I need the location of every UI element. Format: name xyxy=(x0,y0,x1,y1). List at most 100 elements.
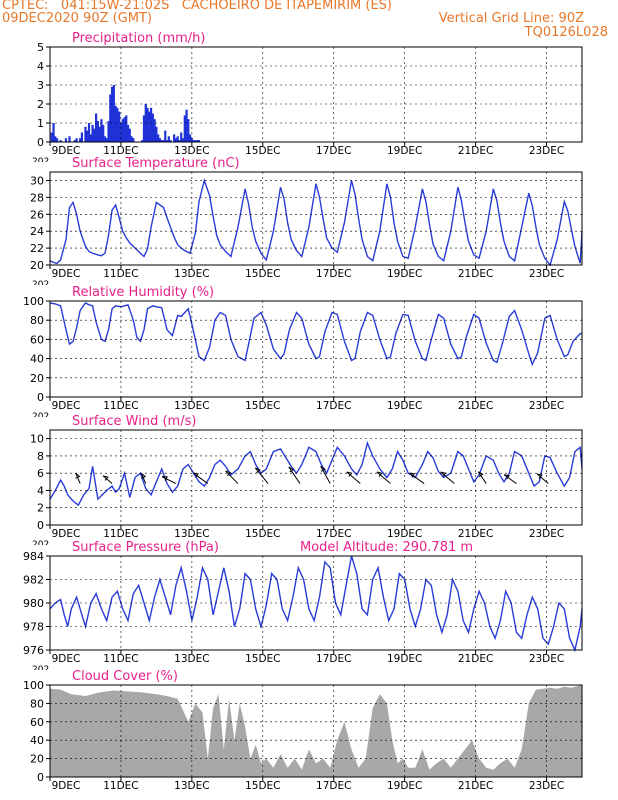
precip-bar xyxy=(93,128,96,142)
precip-bar xyxy=(146,107,149,142)
y-tick-label: 100 xyxy=(23,679,44,692)
y-tick-label: 0 xyxy=(37,136,44,149)
y-tick-label: 26 xyxy=(30,208,44,221)
panel-title: Precipitation (mm/h) xyxy=(72,31,205,46)
wind-vector xyxy=(161,476,177,484)
precip-bar xyxy=(180,132,183,142)
wind-vector-head xyxy=(288,466,295,473)
x-tick-label: 19DEC xyxy=(387,528,422,540)
wind-vector xyxy=(192,472,209,484)
rh-series-line xyxy=(49,301,582,367)
x-tick-label: 19DEC xyxy=(387,400,422,412)
wind-vector xyxy=(346,471,361,484)
precip-bar xyxy=(160,140,163,142)
y-tick-label: 2 xyxy=(37,98,44,111)
x-tick-label: 9DEC xyxy=(52,528,81,540)
y-tick-label: 0 xyxy=(37,771,44,784)
panel-precip: 0 1 2 3 4 5 9DEC 11DEC 13DEC 15DEC 17DEC 19DEC 21DEC… xyxy=(32,31,583,167)
precip-bar xyxy=(75,138,78,142)
wind-vector-head xyxy=(255,467,261,474)
precip-bar xyxy=(125,115,128,142)
x-tick-label: 9DEC xyxy=(52,400,81,412)
x-tick-label: 11DEC xyxy=(103,528,138,540)
precip-bar xyxy=(59,140,62,142)
y-tick-label: 40 xyxy=(30,734,44,747)
plot-frame xyxy=(49,429,583,526)
precip-bar xyxy=(183,115,186,142)
precip-bar xyxy=(87,123,91,142)
precip-bar xyxy=(141,140,144,142)
wind-vector xyxy=(75,473,81,484)
y-tick-label: 80 xyxy=(30,314,44,327)
precip-bar xyxy=(167,136,170,142)
x-year-label: 202 xyxy=(32,412,49,422)
x-year-label: 202 xyxy=(32,540,49,550)
panel-title: Surface Pressure (hPa) xyxy=(72,540,219,555)
precip-bar xyxy=(112,85,115,142)
x-tick-label: 21DEC xyxy=(458,400,493,412)
x-tick-label: 23DEC xyxy=(529,653,564,665)
wind-vector-head xyxy=(225,470,232,477)
y-tick-label: 8 xyxy=(37,450,44,463)
wind-vector-head xyxy=(320,465,326,472)
panel-title: Cloud Cover (%) xyxy=(72,669,178,684)
precip-bar xyxy=(95,113,98,142)
x-tick-label: 11DEC xyxy=(103,145,138,157)
precip-bar xyxy=(105,138,108,142)
wind-vector xyxy=(288,466,301,484)
plot-frame xyxy=(49,684,583,778)
precip-bar xyxy=(89,134,92,142)
precip-bar xyxy=(197,140,201,142)
precip-bar xyxy=(153,119,156,142)
y-tick-label: 80 xyxy=(30,697,44,710)
precip-bar xyxy=(68,136,71,142)
wind-vector-head xyxy=(477,471,484,478)
header-grid-line: Vertical Grid Line: 90Z xyxy=(438,11,584,26)
precip-bar xyxy=(185,109,188,142)
precip-bar xyxy=(79,138,82,142)
precip-bar xyxy=(169,140,172,142)
y-tick-label: 4 xyxy=(37,484,44,497)
y-tick-label: 4 xyxy=(37,60,44,73)
plot-frame xyxy=(49,171,583,266)
precip-bar xyxy=(158,138,162,142)
wind-vector xyxy=(254,467,269,484)
precip-bar xyxy=(181,138,185,142)
x-tick-label: 23DEC xyxy=(529,780,564,792)
x-tick-label: 11DEC xyxy=(103,268,138,280)
precip-bar xyxy=(100,119,103,142)
precip-bar xyxy=(91,124,94,142)
panel-annotation: Model Altitude: 290.781 m xyxy=(300,540,473,555)
precip-bar xyxy=(196,140,199,142)
x-tick-label: 19DEC xyxy=(387,780,422,792)
precip-bar xyxy=(164,130,167,142)
wind-vector xyxy=(376,471,391,484)
wind-series-line xyxy=(49,440,583,507)
panel-pres: 976 978 980 982 984 9DEC 11DEC 13DEC 15DEC 17DEC 1… xyxy=(23,540,583,675)
precip-bar xyxy=(130,136,133,142)
precip-bar xyxy=(116,107,119,142)
y-tick-label: 10 xyxy=(30,433,44,446)
y-tick-label: 24 xyxy=(30,225,44,238)
precip-bar xyxy=(86,130,89,142)
x-tick-label: 15DEC xyxy=(245,400,280,412)
wind-vector-head xyxy=(504,474,510,480)
y-tick-label: 20 xyxy=(30,753,44,766)
wind-vector xyxy=(477,471,487,484)
y-tick-label: 20 xyxy=(30,259,44,272)
panel-wind: 0 2 4 6 8 10 9DEC 11DEC 13DEC 15DEC 17DEC 19DEC 21DE… xyxy=(30,414,583,550)
y-tick-label: 30 xyxy=(30,174,44,187)
y-tick-label: 40 xyxy=(30,353,44,366)
panel-title: Surface Temperature (nC) xyxy=(72,156,240,171)
wind-vector-head xyxy=(193,472,199,478)
y-tick-label: 5 xyxy=(37,41,44,54)
y-tick-label: 0 xyxy=(37,391,44,404)
x-tick-label: 21DEC xyxy=(458,780,493,792)
precip-bar xyxy=(73,140,76,142)
cloud-cover-area xyxy=(50,685,582,777)
x-tick-label: 13DEC xyxy=(174,268,209,280)
header-date: 09DEC2020 90Z (GMT) xyxy=(2,11,153,26)
x-tick-label: 11DEC xyxy=(103,780,138,792)
precip-bar xyxy=(50,132,53,142)
precip-bar xyxy=(194,140,197,142)
